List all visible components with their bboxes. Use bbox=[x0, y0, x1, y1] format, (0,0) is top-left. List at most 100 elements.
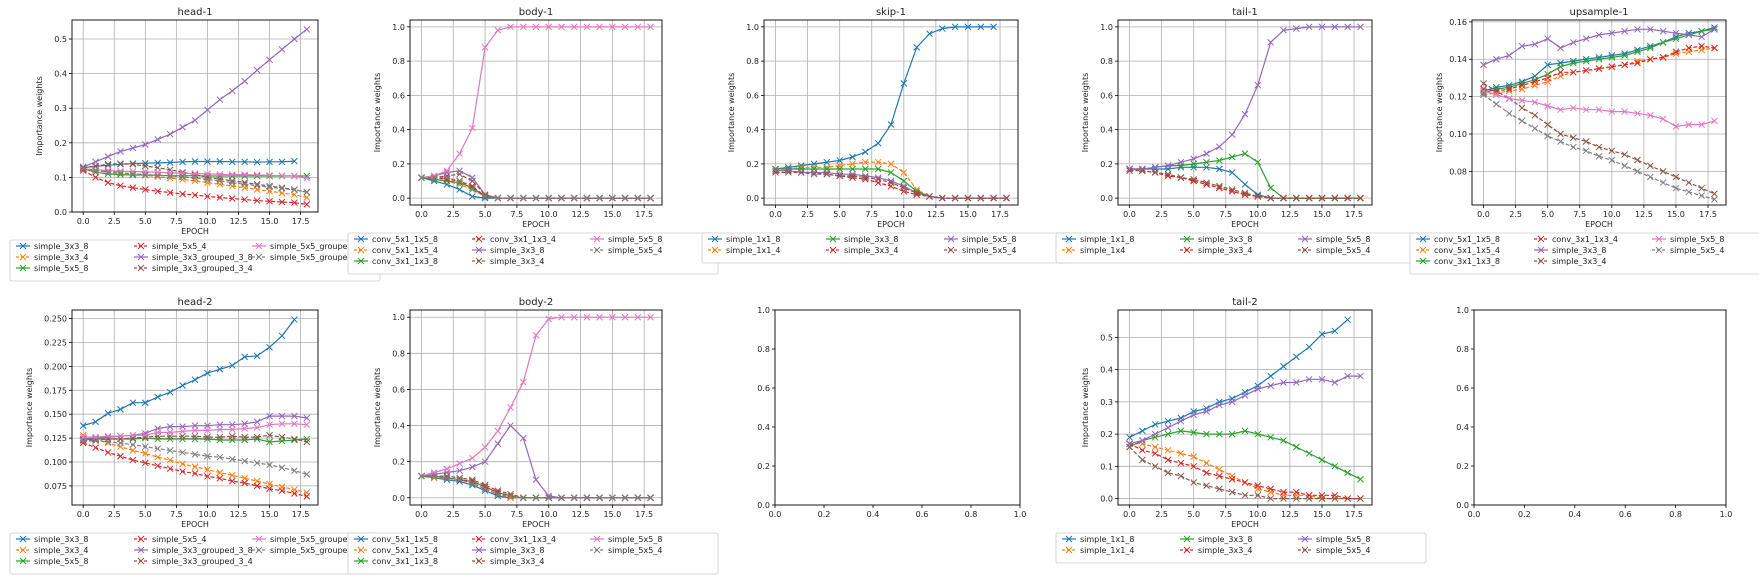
data-point bbox=[519, 494, 527, 502]
data-point bbox=[204, 422, 211, 430]
chart-title: body-1 bbox=[519, 7, 554, 18]
series-line bbox=[1129, 152, 1361, 199]
chart-panel: 0.0 0.2 0.4 0.6 0.8 1.0 0.0 0.2 0.4 0.6 0.8 1.0 bbox=[757, 306, 1026, 519]
data-point bbox=[1634, 156, 1641, 164]
data-point bbox=[166, 465, 174, 473]
legend-marker bbox=[475, 546, 483, 554]
legend-label: simple_5x5_8 bbox=[34, 264, 88, 273]
x-tick-label: 2.5 bbox=[108, 510, 121, 519]
legend-label: simple_3x3_4 bbox=[1198, 246, 1252, 255]
data-point bbox=[481, 458, 489, 466]
data-point bbox=[1126, 443, 1133, 451]
data-point bbox=[1646, 25, 1654, 33]
x-tick-label: 12.5 bbox=[1281, 210, 1299, 219]
data-point bbox=[1254, 491, 1262, 499]
data-point bbox=[154, 168, 162, 176]
x-axis-label: EPOCH bbox=[522, 520, 550, 529]
legend-marker bbox=[137, 264, 145, 272]
data-point bbox=[166, 447, 174, 454]
x-tick-label: 2.5 bbox=[108, 217, 121, 226]
data-point bbox=[1215, 485, 1223, 493]
legend-label: simple_3x3_grouped_3_8 bbox=[152, 546, 253, 555]
data-point bbox=[1151, 430, 1159, 438]
y-tick-label: 0.8 bbox=[746, 57, 759, 66]
data-point bbox=[129, 447, 137, 454]
data-point bbox=[647, 23, 654, 31]
data-point bbox=[228, 421, 236, 429]
data-point bbox=[823, 158, 831, 166]
data-point bbox=[191, 427, 199, 434]
data-point bbox=[1493, 55, 1500, 63]
legend-label: simple_5x5_4 bbox=[152, 242, 206, 251]
data-point bbox=[129, 144, 137, 152]
data-point bbox=[253, 424, 261, 431]
data-point bbox=[1254, 430, 1262, 438]
data-point bbox=[990, 23, 997, 31]
data-point bbox=[92, 167, 99, 174]
x-tick-label: 0.0 bbox=[77, 510, 90, 519]
x-tick-label: 17.5 bbox=[1345, 210, 1363, 219]
legend-label: conv_3x1_1x3_4 bbox=[1552, 235, 1618, 244]
data-point bbox=[154, 462, 162, 470]
data-point bbox=[1621, 27, 1629, 35]
legend-marker bbox=[137, 253, 145, 261]
data-point bbox=[291, 467, 298, 474]
data-point bbox=[1698, 121, 1705, 128]
data-point bbox=[836, 172, 844, 180]
y-tick-label: 0.2 bbox=[757, 462, 770, 471]
x-tick-label: 10.0 bbox=[540, 510, 558, 519]
data-point bbox=[1595, 106, 1603, 114]
plot-frame bbox=[763, 19, 1019, 206]
data-point bbox=[1203, 150, 1210, 157]
data-point bbox=[278, 198, 286, 206]
data-point bbox=[1318, 23, 1326, 31]
data-point bbox=[1267, 38, 1275, 46]
data-point bbox=[1634, 25, 1641, 33]
data-point bbox=[241, 158, 249, 166]
data-point bbox=[278, 332, 286, 340]
data-point bbox=[1634, 110, 1641, 117]
data-point bbox=[278, 158, 286, 166]
data-point bbox=[469, 186, 476, 193]
data-point bbox=[887, 179, 895, 187]
x-tick-label: 15.0 bbox=[261, 217, 279, 226]
data-point bbox=[266, 485, 273, 493]
data-point bbox=[129, 434, 137, 442]
data-point bbox=[1685, 179, 1693, 186]
data-point bbox=[191, 191, 199, 199]
y-axis-label: Importance weights bbox=[727, 73, 736, 153]
plot-frame bbox=[71, 309, 319, 506]
data-point bbox=[228, 477, 236, 485]
x-tick-label: 2.5 bbox=[1155, 210, 1168, 219]
x-tick-label: 2.5 bbox=[447, 510, 460, 519]
data-point bbox=[964, 23, 972, 31]
data-point bbox=[596, 194, 603, 202]
legend-label: simple_5x5_grouped_3_4 bbox=[270, 546, 371, 555]
data-point bbox=[1344, 495, 1351, 502]
legend-label: simple_3x3_4 bbox=[34, 253, 88, 262]
data-point bbox=[481, 193, 489, 200]
data-point bbox=[253, 433, 261, 441]
legend-label: simple_1x1_4 bbox=[1080, 546, 1134, 555]
legend-label: conv_5x1_1x5_8 bbox=[372, 235, 438, 244]
legend-label: simple_5x5_8 bbox=[1316, 235, 1370, 244]
data-point bbox=[278, 487, 286, 495]
plot-frame bbox=[1117, 19, 1373, 206]
legend-marker bbox=[19, 546, 27, 554]
chart-panel: 0.0 2.5 5.0 7.5 10.0 12.5 15.0 17.5 0.075 0.100 0.… bbox=[9, 297, 381, 575]
data-point bbox=[216, 170, 224, 178]
data-point bbox=[92, 437, 99, 445]
data-point bbox=[1254, 158, 1262, 166]
data-point bbox=[154, 171, 162, 179]
legend-marker bbox=[1419, 246, 1427, 254]
y-tick-label: 0.8 bbox=[757, 345, 770, 354]
x-tick-label: 10.0 bbox=[895, 210, 913, 219]
x-tick-label: 0.0 bbox=[1123, 210, 1136, 219]
data-point bbox=[1659, 54, 1667, 61]
data-point bbox=[913, 191, 921, 199]
data-point bbox=[266, 461, 273, 469]
data-point bbox=[228, 195, 236, 202]
data-point bbox=[1493, 100, 1500, 108]
data-point bbox=[481, 483, 489, 491]
y-tick-label: 0.2 bbox=[1100, 160, 1113, 169]
